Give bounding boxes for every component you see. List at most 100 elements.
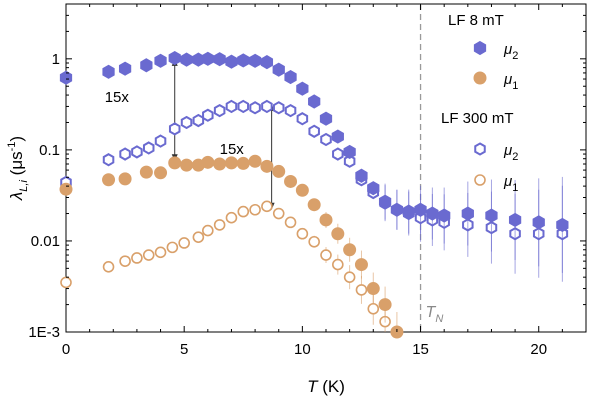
data-point [118, 172, 132, 186]
data-point [142, 141, 155, 155]
data-point [366, 282, 380, 296]
data-point [343, 271, 356, 283]
data-point [131, 145, 143, 159]
data-point [426, 206, 439, 221]
data-point [284, 216, 297, 229]
data-point [119, 255, 131, 267]
series-1 [59, 154, 404, 339]
data-point [296, 227, 309, 240]
data-point [236, 156, 250, 170]
data-point [343, 243, 357, 257]
legend-entry: μ1 [474, 173, 518, 194]
y-axis-title: λL,i (μs-1) [6, 136, 30, 201]
data-point [248, 154, 262, 168]
x-tick-label: 10 [294, 341, 311, 358]
legend-entry: μ1 [473, 71, 518, 92]
data-point [248, 53, 262, 68]
legend-label-sub: 1 [512, 182, 518, 194]
y-tick-label: 0.01 [31, 233, 60, 250]
legend-label-main: μ [503, 41, 512, 58]
data-point [272, 164, 286, 178]
data-point [102, 64, 115, 79]
data-point [343, 144, 356, 159]
vline-layer: TN [419, 4, 443, 332]
data-point [308, 94, 321, 109]
data-point [320, 249, 332, 261]
data-point [319, 111, 333, 126]
legend-marker [474, 174, 486, 186]
legend-label-main: μ [503, 173, 512, 190]
data-point [237, 99, 250, 114]
data-point [166, 241, 179, 254]
data-point [154, 246, 167, 259]
tn-label-sub: N [435, 313, 443, 325]
data-point [284, 103, 297, 118]
ticks-layer: 0 5 10 15 20 1 0.1 0.01 1E-3 [28, 4, 586, 358]
data-point [201, 155, 215, 169]
legend-marker [473, 71, 487, 85]
y-axis-exp: -1 [6, 142, 18, 152]
data-point [154, 134, 167, 148]
data-point [284, 174, 298, 188]
data-point [284, 70, 297, 85]
data-point [343, 154, 356, 168]
data-point [367, 302, 380, 315]
data-point [213, 52, 226, 67]
data-point [308, 235, 320, 248]
data-point [142, 249, 155, 261]
series-3 [60, 200, 391, 332]
data-point [438, 208, 451, 223]
data-point [307, 198, 321, 212]
y-axis-sub: L,i [18, 180, 30, 192]
data-point [225, 54, 238, 69]
legend-label-sub: 2 [512, 50, 518, 62]
legend-label-main: μ [503, 142, 512, 159]
data-point [367, 181, 380, 196]
y-axis-var: λ [7, 192, 26, 201]
legend-label: μ1 [503, 71, 518, 92]
data-point [261, 200, 273, 213]
annotation-label: 15x [105, 89, 130, 106]
tn-label-main: T [426, 304, 437, 321]
data-point [180, 158, 194, 172]
data-point [308, 124, 320, 138]
data-point [320, 132, 332, 147]
data-point [60, 276, 72, 289]
legend-marker [474, 142, 486, 156]
data-point [180, 115, 193, 130]
legend-label-main: μ [503, 71, 512, 88]
plot-area-group: TN 15x 15x 0 5 10 15 20 1 0.1 0.01 1E-3 [28, 3, 587, 358]
data-point [331, 227, 345, 241]
annotation-arrow-0: 15x [105, 58, 178, 162]
data-point [260, 159, 274, 173]
data-point [140, 58, 153, 73]
legend-marker [473, 40, 487, 56]
data-point [261, 99, 273, 114]
data-point [225, 99, 238, 114]
series-0 [59, 50, 569, 273]
legend-group2-title: LF 300 mT [441, 110, 514, 127]
data-point [131, 252, 143, 264]
data-point [201, 51, 214, 66]
data-point [319, 213, 333, 227]
data-point [213, 157, 227, 171]
data-point [532, 215, 545, 230]
data-point [378, 298, 392, 312]
data-point [272, 207, 285, 220]
data-point [102, 261, 115, 273]
series-layer [59, 50, 569, 339]
data-point [414, 202, 427, 217]
annotation-arrow-1: 15x [220, 103, 275, 210]
x-axis-title: T (K) [307, 377, 345, 396]
data-point [154, 53, 167, 68]
data-point [192, 231, 205, 243]
y-tick-label: 0.1 [39, 142, 60, 159]
data-point [332, 147, 344, 161]
data-point [102, 153, 115, 167]
y-tick-label: 1 [52, 51, 60, 68]
data-point [331, 129, 344, 144]
data-point [508, 212, 522, 228]
x-tick-label: 15 [412, 341, 429, 358]
